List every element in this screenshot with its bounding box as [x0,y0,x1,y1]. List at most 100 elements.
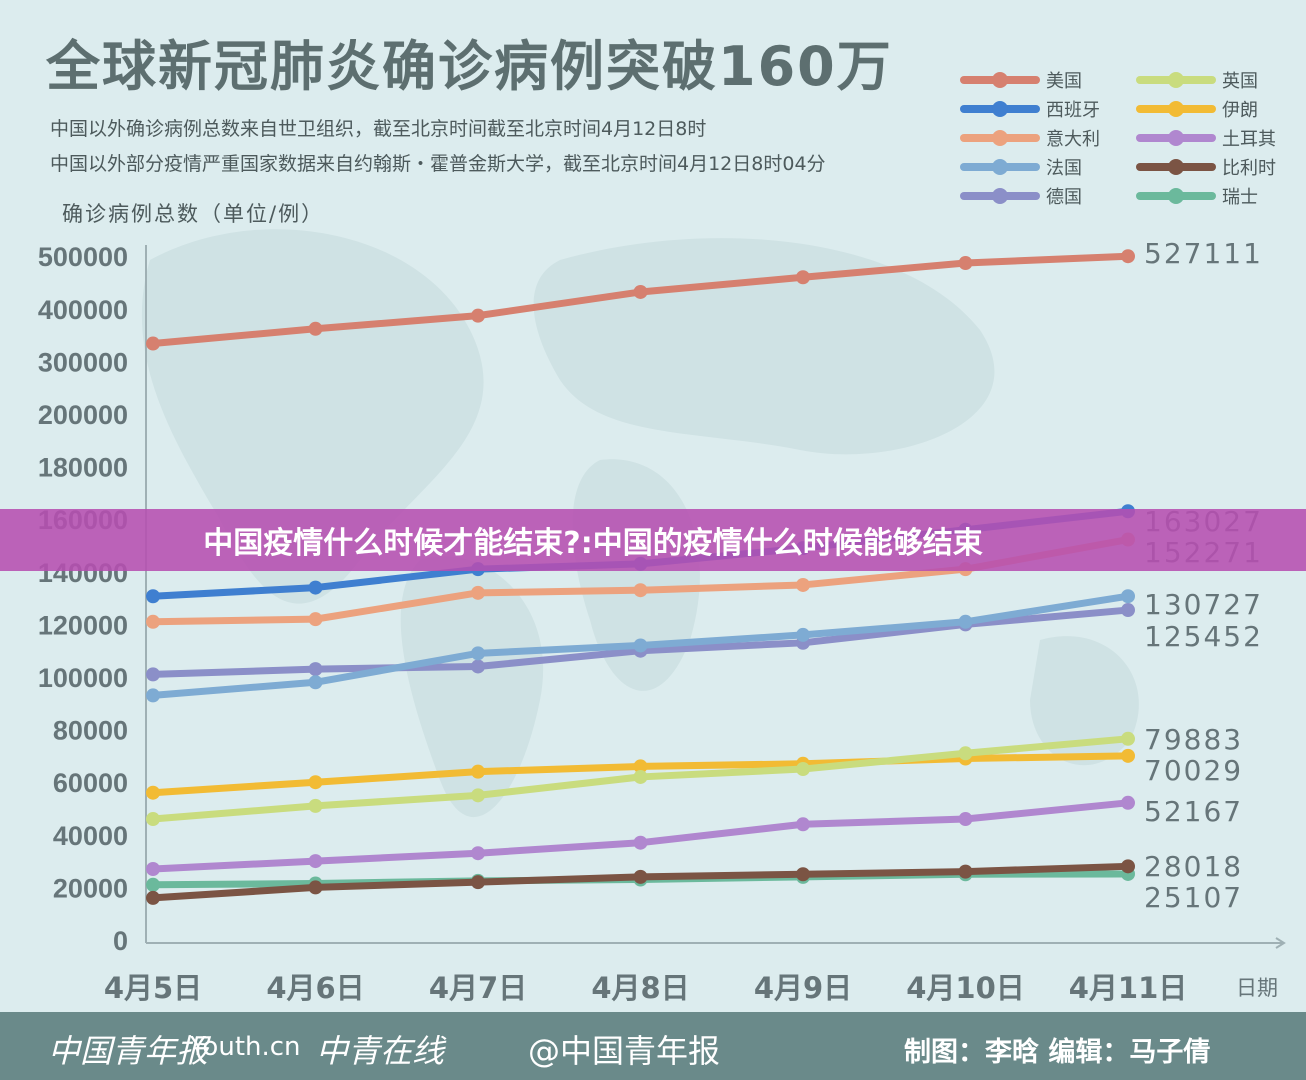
data-point [958,614,973,629]
data-point [633,769,648,784]
subtitle-1: 中国以外确诊病例总数来自世卫组织，截至北京时间截至北京时间4月12日8时 [50,118,707,140]
legend-item: 瑞士 [1136,184,1258,208]
data-point [308,662,323,677]
data-point [796,577,810,592]
y-tick-label: 100000 [38,663,128,693]
data-point [471,846,485,861]
footer: 中国青年报 Youth.cn 中青在线 @中国青年报 制图：李晗 编辑：马子倩 [0,1012,1306,1080]
legend-item: 意大利 [960,126,1100,150]
legend-item: 法国 [960,155,1082,179]
legend-item: 西班牙 [960,97,1100,121]
weibo-handle: @中国青年报 [528,1032,721,1070]
y-tick-label: 300000 [38,347,128,377]
legend-label: 瑞士 [1222,187,1258,208]
data-point [1121,589,1135,604]
data-point [471,764,485,779]
legend-label: 英国 [1222,71,1258,92]
end-value-label: 79883 [1144,723,1243,756]
data-point [146,890,160,905]
y-tick-label: 40000 [53,821,128,851]
overlay-banner: 中国疫情什么时候才能结束?:中国的疫情什么时候能够结束 [0,509,1306,571]
data-point [1121,603,1135,618]
data-point [308,854,323,869]
data-point [958,746,973,761]
y-tick-label: 120000 [38,610,128,640]
data-point [796,627,810,642]
legend-swatch [960,188,1040,204]
data-point [471,875,485,890]
legend-swatch [960,101,1040,117]
legend-swatch [1136,72,1216,88]
data-point [633,638,648,653]
chart-title: 全球新冠肺炎确诊病例突破160万 [46,35,893,98]
data-point [1121,795,1135,810]
data-point [1121,748,1135,763]
data-point [146,589,160,604]
data-point [308,798,323,813]
data-point [633,869,648,884]
end-value-label: 70029 [1144,754,1243,787]
data-point [633,284,648,299]
data-point [308,321,323,336]
x-tick-label: 4月6日 [266,971,364,1005]
data-point [796,867,810,882]
legend-swatch [1136,188,1216,204]
x-tick-label: 4月10日 [906,971,1025,1005]
x-tick-label: 4月5日 [104,971,202,1005]
y-tick-label: 400000 [38,295,128,325]
legend-label: 西班牙 [1046,100,1100,121]
end-value-label: 28018 [1144,850,1243,883]
x-tick-label: 4月7日 [429,971,527,1005]
data-point [308,612,323,627]
data-point [308,580,323,595]
legend-item: 英国 [1136,68,1258,92]
data-point [633,835,648,850]
y-tick-label: 80000 [53,716,128,746]
legend-swatch [1136,159,1216,175]
legend-swatch [960,130,1040,146]
credits: 制图：李晗 编辑：马子倩 [904,1037,1211,1068]
data-point [146,785,160,800]
legend-item: 德国 [960,184,1082,208]
line-chart: 0200004000060000800001000001200001400001… [38,237,1286,1005]
end-value-label: 125452 [1144,620,1263,653]
data-point [1121,859,1135,874]
legend-label: 德国 [1046,187,1082,208]
subtitle-2: 中国以外部分疫情严重国家数据来自约翰斯・霍普金斯大学，截至北京时间4月12日8时… [50,153,826,175]
data-point [146,812,160,827]
y-tick-label: 60000 [53,768,128,798]
y-tick-label: 500000 [38,242,128,272]
data-point [146,667,160,682]
legend-swatch [1136,130,1216,146]
legend-swatch [1136,101,1216,117]
legend-label: 法国 [1046,158,1082,179]
data-point [1121,249,1135,264]
end-value-label: 52167 [1144,795,1243,828]
x-tick-label: 4月9日 [754,971,852,1005]
legend-item: 土耳其 [1136,126,1276,150]
data-point [308,880,323,895]
end-value-label: 130727 [1144,588,1263,621]
data-point [308,775,323,790]
legend-item: 伊朗 [1136,97,1258,121]
data-point [796,817,810,832]
data-point [958,864,973,879]
logo-cyd: 中国青年报 [48,1032,209,1070]
series-line-美国 [149,252,1132,348]
data-point [146,688,160,703]
data-point [146,877,160,892]
x-tick-label: 4月11日 [1069,971,1188,1005]
x-axis-arrow [1275,937,1286,949]
legend-label: 土耳其 [1222,129,1276,150]
data-point [471,585,485,600]
end-value-label: 527111 [1144,237,1263,270]
legend-item: 美国 [960,68,1082,92]
data-point [958,256,973,271]
y-tick-label: 20000 [53,873,128,903]
y-tick-label: 0 [113,926,128,956]
legend-swatch [960,72,1040,88]
legend-label: 意大利 [1046,129,1100,150]
data-point [471,788,485,803]
data-point [471,308,485,323]
legend-label: 比利时 [1222,158,1276,179]
